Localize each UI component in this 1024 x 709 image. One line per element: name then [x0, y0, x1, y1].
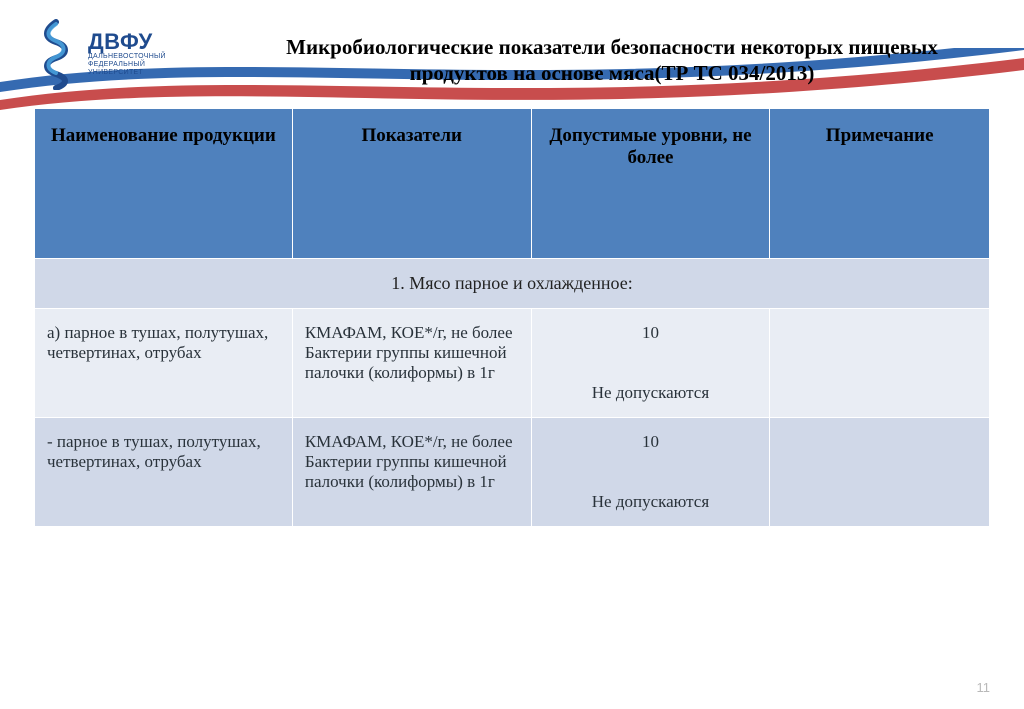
table-header-row: Наименование продукции Показатели Допуст…	[35, 109, 990, 259]
logo-sub1: ДАЛЬНЕВОСТОЧНЫЙ	[88, 53, 166, 61]
table-row: а) парное в тушах, полутушах, четвертина…	[35, 309, 990, 418]
cell-indicator: КМАФАМ, КОЕ*/г, не болееБактерии группы …	[292, 418, 531, 527]
cell-level: 10Не допускаются	[531, 309, 770, 418]
slide-title: Микробиологические показатели безопаснос…	[250, 34, 974, 87]
cell-note	[770, 309, 990, 418]
wave-logo-icon	[30, 18, 82, 90]
table-row: - парное в тушах, полутушах, четвертинах…	[35, 418, 990, 527]
cell-name: - парное в тушах, полутушах, четвертинах…	[35, 418, 293, 527]
cell-level: 10Не допускаются	[531, 418, 770, 527]
cell-note	[770, 418, 990, 527]
col-notes: Примечание	[770, 109, 990, 259]
section-row: 1. Мясо парное и охлажденное:	[35, 259, 990, 309]
section-title: 1. Мясо парное и охлажденное:	[35, 259, 990, 309]
cell-indicator: КМАФАМ, КОЕ*/г, не болееБактерии группы …	[292, 309, 531, 418]
university-logo: ДВФУ ДАЛЬНЕВОСТОЧНЫЙ ФЕДЕРАЛЬНЫЙ УНИВЕРС…	[30, 18, 230, 90]
col-indicators: Показатели	[292, 109, 531, 259]
logo-acronym: ДВФУ	[88, 31, 166, 53]
page-number: 11	[977, 680, 991, 695]
logo-sub3: УНИВЕРСИТЕТ	[88, 69, 166, 77]
logo-sub2: ФЕДЕРАЛЬНЫЙ	[88, 61, 166, 69]
col-product-name: Наименование продукции	[35, 109, 293, 259]
cell-name: а) парное в тушах, полутушах, четвертина…	[35, 309, 293, 418]
col-limits: Допустимые уровни, не более	[531, 109, 770, 259]
safety-table: Наименование продукции Показатели Допуст…	[34, 108, 990, 527]
